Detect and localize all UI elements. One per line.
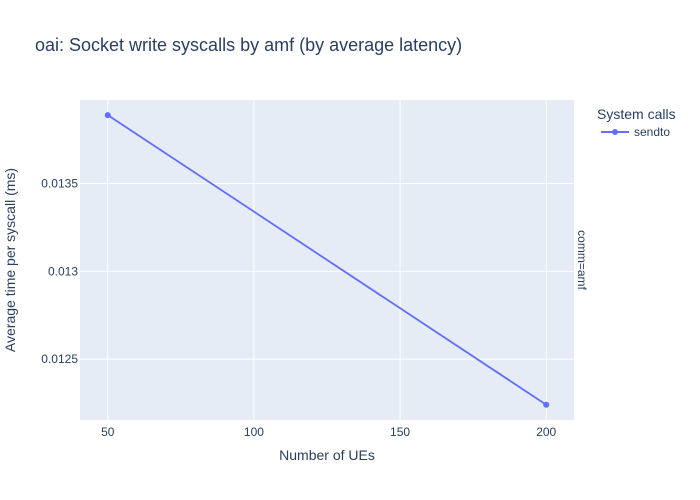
data-point-sendto[interactable] — [104, 112, 111, 119]
x-tick-label: 200 — [536, 425, 556, 439]
y-tick-label: 0.0135 — [41, 177, 78, 191]
chart-title: oai: Socket write syscalls by amf (by av… — [35, 35, 462, 55]
legend[interactable]: System calls sendto — [597, 106, 676, 139]
legend-item-sendto[interactable]: sendto — [634, 125, 670, 139]
x-axis-title: Number of UEs — [279, 447, 375, 463]
series-line-sendto — [107, 114, 547, 406]
series-layer — [104, 112, 550, 408]
y-tick-label: 0.013 — [48, 264, 78, 278]
x-tick-label: 100 — [244, 425, 264, 439]
grid-lines — [80, 100, 574, 420]
y-axis-title: Average time per syscall (ms) — [2, 168, 18, 352]
axis-ticks: 50 100 150 200 0.0125 0.013 0.0135 — [41, 177, 556, 439]
data-point-sendto[interactable] — [543, 401, 550, 408]
y-tick-label: 0.0125 — [41, 352, 78, 366]
legend-title: System calls — [597, 106, 676, 122]
x-tick-label: 50 — [101, 425, 115, 439]
legend-swatch-marker — [612, 129, 618, 135]
facet-label: comm=amf — [575, 230, 589, 290]
x-tick-label: 150 — [390, 425, 410, 439]
